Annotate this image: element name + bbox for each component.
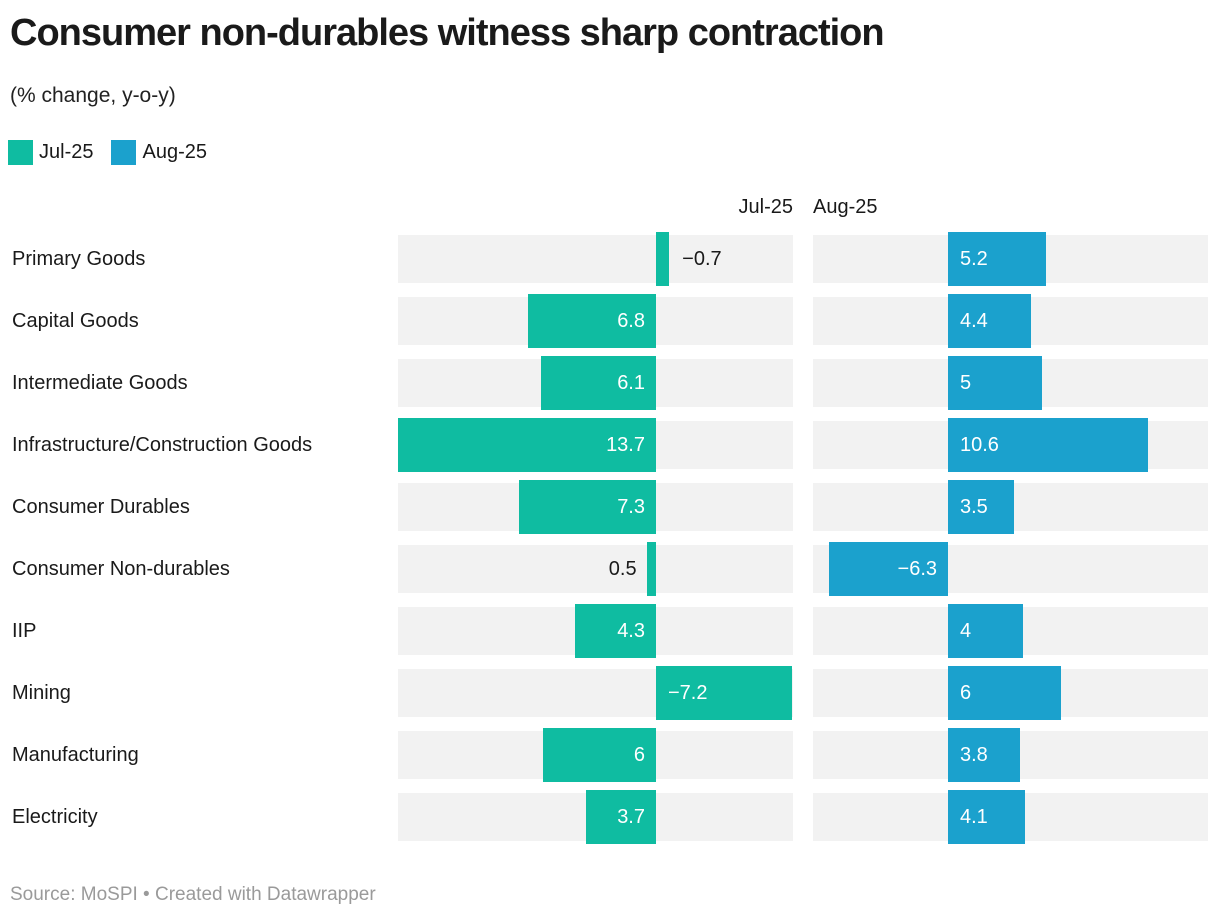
value-bar-jul-25 <box>656 666 792 720</box>
value-bar-jul-25 <box>646 542 656 596</box>
value-bar-aug-25 <box>948 232 1046 286</box>
value-bar-aug-25 <box>948 356 1043 410</box>
value-label: 0.5 <box>608 557 637 580</box>
value-bar-jul-25 <box>527 294 656 348</box>
value-label: 3.7 <box>617 805 645 828</box>
value-label: 5 <box>960 371 972 394</box>
category-label: Mining <box>12 681 71 704</box>
page-title: Consumer non-durables witness sharp cont… <box>10 12 885 54</box>
legend-swatch-icon <box>111 140 137 165</box>
value-label: 6.1 <box>617 371 645 394</box>
value-label: 13.7 <box>606 433 645 456</box>
value-label: −7.2 <box>668 681 708 704</box>
value-bar-aug-25 <box>948 418 1148 472</box>
value-bar-aug-25 <box>948 728 1020 782</box>
value-bar-aug-25 <box>948 294 1031 348</box>
legend-swatch-icon <box>8 140 33 165</box>
category-label: Capital Goods <box>12 309 139 332</box>
category-label: Consumer Durables <box>12 495 190 518</box>
category-label: Intermediate Goods <box>12 371 188 394</box>
value-bar-aug-25 <box>948 666 1061 720</box>
source-attribution: Source: MoSPI • Created with Datawrapper <box>10 884 376 905</box>
value-label: 4.4 <box>960 309 988 332</box>
value-label: 4 <box>960 619 972 642</box>
value-label: 3.5 <box>960 495 988 518</box>
legend-label: Aug-25 <box>142 141 207 163</box>
category-label: Manufacturing <box>12 743 139 766</box>
legend: Jul-25 Aug-25 <box>8 140 207 165</box>
value-label: 5.2 <box>960 247 988 270</box>
value-label: 7.3 <box>617 495 645 518</box>
value-bar-aug-25 <box>829 542 948 596</box>
value-bar-jul-25 <box>586 790 656 844</box>
value-bar-jul-25 <box>518 480 656 534</box>
category-label: Electricity <box>12 805 98 828</box>
value-bar-aug-25 <box>948 480 1014 534</box>
value-label: −0.7 <box>682 247 722 270</box>
value-bar-jul-25 <box>656 232 670 286</box>
category-label: Primary Goods <box>12 247 146 270</box>
category-label: IIP <box>12 619 37 642</box>
value-bar-jul-25 <box>543 728 656 782</box>
chart-subtitle: (% change, y-o-y) <box>10 84 176 107</box>
value-label: 6 <box>633 743 645 766</box>
value-bar-jul-25 <box>575 604 656 658</box>
value-bar-aug-25 <box>948 790 1026 844</box>
value-label: 3.8 <box>960 743 988 766</box>
value-label: 6.8 <box>617 309 645 332</box>
legend-item-aug-25: Aug-25 <box>111 140 207 165</box>
column-header-jul-25: Jul-25 <box>738 196 793 218</box>
category-label: Infrastructure/Construction Goods <box>12 433 313 456</box>
value-label: 4.3 <box>617 619 645 642</box>
legend-item-jul-25: Jul-25 <box>8 140 93 165</box>
value-label: 4.1 <box>960 805 988 828</box>
column-header-aug-25: Aug-25 <box>813 196 878 218</box>
value-label: 6 <box>960 681 972 704</box>
value-bar-jul-25 <box>541 356 656 410</box>
value-bar-jul-25 <box>398 418 656 472</box>
value-bar-aug-25 <box>948 604 1024 658</box>
category-label: Consumer Non-durables <box>12 557 230 580</box>
value-label: −6.3 <box>897 557 937 580</box>
row-range-band <box>398 545 793 593</box>
row-range-band <box>398 235 793 283</box>
value-label: 10.6 <box>960 433 999 456</box>
legend-label: Jul-25 <box>39 141 94 163</box>
